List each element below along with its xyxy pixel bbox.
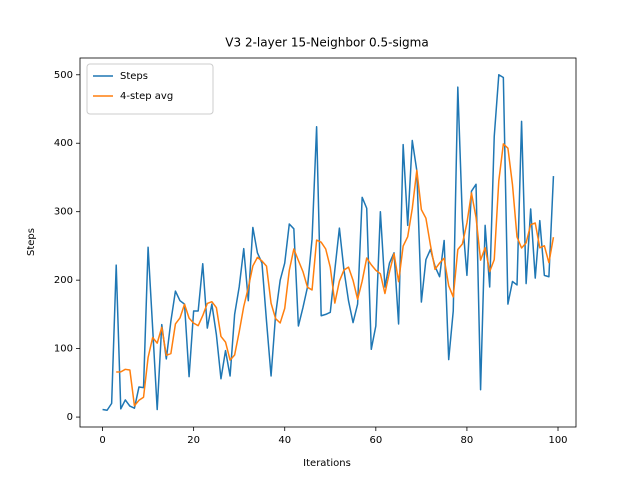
- legend-label: 4-step avg: [120, 91, 173, 102]
- x-tick-label: 20: [187, 435, 200, 446]
- y-tick-label: 200: [54, 275, 73, 286]
- y-tick-label: 500: [54, 70, 73, 81]
- y-axis-label: Steps: [26, 228, 37, 256]
- x-axis-label: Iterations: [303, 458, 351, 469]
- y-tick-label: 100: [54, 344, 73, 355]
- y-tick-label: 0: [67, 412, 73, 423]
- plot-frame: [79, 57, 577, 428]
- x-tick-label: 80: [461, 435, 474, 446]
- x-tick-label: 100: [548, 435, 567, 446]
- line-series: [102, 74, 555, 411]
- legend-box: [86, 63, 214, 115]
- y-tick-label: 400: [54, 138, 73, 149]
- x-tick-label: 0: [99, 435, 105, 446]
- line-series: [116, 143, 555, 407]
- legend-label: Steps: [120, 71, 148, 82]
- y-tick-label: 300: [54, 207, 73, 218]
- x-tick-label: 40: [278, 435, 291, 446]
- legend: Steps 4-step avg: [86, 63, 214, 115]
- chart-title: V3 2-layer 15-Neighbor 0.5-sigma: [225, 36, 428, 50]
- x-tick-label: 60: [369, 435, 382, 446]
